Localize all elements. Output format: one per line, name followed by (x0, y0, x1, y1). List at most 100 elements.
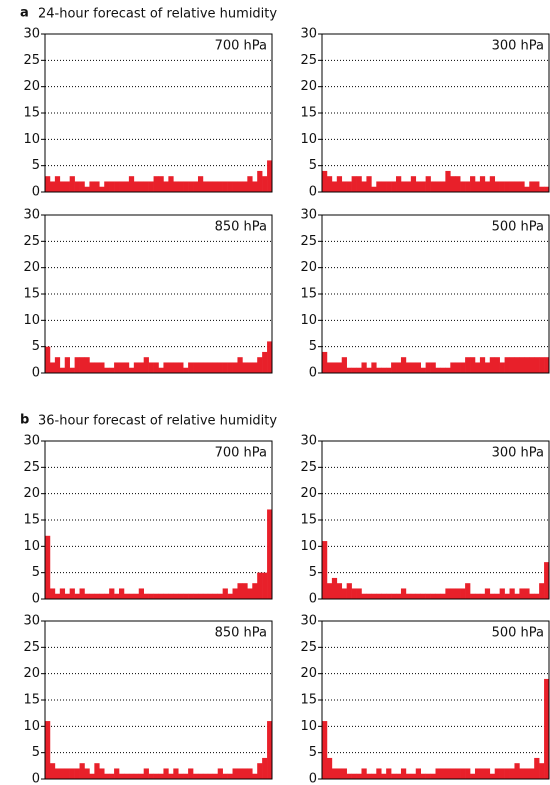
section-letter: b (20, 413, 29, 428)
bar (54, 593, 61, 599)
bar (212, 593, 219, 599)
bar (123, 593, 130, 599)
bar (465, 181, 471, 192)
section-letter: a (20, 6, 29, 21)
bar (544, 186, 550, 192)
bar (435, 593, 441, 599)
bar (509, 181, 515, 192)
y-tick-label: 30 (300, 614, 317, 629)
bar (89, 181, 95, 192)
bar (222, 588, 228, 599)
bar (524, 186, 530, 192)
y-tick-label: 20 (300, 666, 317, 681)
bar (386, 593, 392, 599)
bar (168, 362, 174, 373)
bar (494, 768, 500, 779)
panel-frame (321, 214, 550, 374)
y-tick-label: 20 (300, 79, 317, 94)
bar (524, 357, 530, 373)
bar (450, 362, 456, 373)
bar (49, 763, 56, 779)
bar (326, 757, 333, 779)
y-tick-label: 25 (23, 460, 40, 475)
bar (400, 357, 407, 373)
bar (484, 362, 491, 373)
bar (425, 362, 431, 373)
panel-title: 850 hPa (215, 220, 267, 235)
bar (534, 357, 540, 373)
bar (119, 588, 125, 599)
bar (519, 357, 525, 373)
bar (450, 768, 456, 779)
bar (59, 768, 66, 779)
bar (435, 367, 441, 373)
bar (69, 588, 75, 599)
bar (257, 170, 263, 192)
y-tick-label: 0 (309, 185, 317, 200)
bar (489, 593, 496, 599)
bar (534, 593, 540, 599)
bar (420, 181, 426, 192)
y-tick-label: 15 (23, 106, 40, 121)
bar (45, 176, 51, 192)
bar (193, 773, 199, 779)
bar (460, 181, 466, 192)
bar (479, 176, 486, 192)
bar (153, 176, 159, 192)
bar (49, 362, 56, 373)
bar (143, 768, 149, 779)
bar (356, 176, 362, 192)
bar (450, 176, 456, 192)
bar (262, 757, 268, 779)
bar (193, 362, 199, 373)
bar (351, 176, 357, 192)
bar (514, 181, 520, 192)
section-title: 24-hour forecast of relative humidity (38, 7, 277, 22)
bar (435, 768, 441, 779)
bar (143, 357, 149, 373)
bar (386, 768, 392, 779)
bar (504, 768, 510, 779)
y-tick-label: 5 (32, 158, 40, 173)
y-tick-label: 25 (300, 234, 317, 249)
bar (396, 176, 402, 192)
y-tick-label: 20 (23, 486, 40, 501)
bar (346, 583, 352, 599)
bar (489, 176, 496, 192)
bar (232, 588, 238, 599)
y-tick-label: 0 (32, 772, 40, 785)
bar (440, 768, 446, 779)
bar (336, 362, 343, 373)
bar (79, 763, 85, 779)
bar (346, 181, 352, 192)
panel-title: 700 hPa (215, 446, 267, 461)
bar (89, 773, 95, 779)
bar (346, 367, 352, 373)
bar (396, 362, 402, 373)
bar (465, 768, 471, 779)
y-tick-label: 0 (309, 772, 317, 785)
bar (499, 362, 505, 373)
panel-title: 500 hPa (492, 626, 544, 641)
bar (99, 593, 105, 599)
bar (262, 176, 268, 192)
bar (138, 181, 144, 192)
panel-frame (44, 33, 273, 193)
bar (193, 593, 199, 599)
bar (188, 593, 194, 599)
bar (202, 362, 209, 373)
bar (514, 763, 520, 779)
bar (474, 362, 481, 373)
bar (148, 362, 154, 373)
y-tick-label: 5 (309, 158, 317, 173)
bar (509, 588, 515, 599)
y-tick-label: 10 (23, 719, 40, 734)
bar (242, 362, 248, 373)
bar (396, 773, 402, 779)
bar (69, 176, 75, 192)
bar (361, 181, 367, 192)
bar (128, 367, 135, 373)
bar (366, 176, 372, 192)
bar (460, 588, 466, 599)
bar (346, 773, 352, 779)
